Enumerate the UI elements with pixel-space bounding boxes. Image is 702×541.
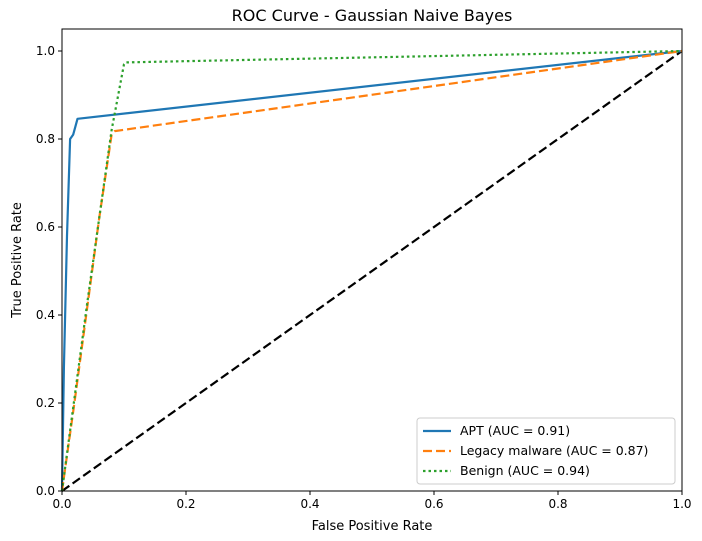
y-axis-label: True Positive Rate	[10, 202, 25, 319]
y-tick-label: 0.0	[36, 484, 55, 498]
y-tick-label: 0.2	[36, 396, 55, 410]
x-tick-label: 0.4	[300, 497, 319, 511]
axis-ticks: 0.0 0.2 0.4 0.6 0.8 1.0 0.0 0.2 0.4 0.6 0.8 1.0	[36, 44, 692, 511]
x-tick-label: 0.8	[548, 497, 567, 511]
y-tick-label: 0.6	[36, 220, 55, 234]
x-tick-label: 0.2	[176, 497, 195, 511]
x-tick-label: 0.6	[424, 497, 443, 511]
plot-frame	[61, 28, 683, 492]
chance-diagonal-line	[61, 50, 683, 492]
y-tick-label: 0.4	[36, 308, 55, 322]
chart-title: ROC Curve - Gaussian Naive Bayes	[232, 6, 513, 25]
legend: APT (AUC = 0.91) Legacy malware (AUC = 0.…	[416, 417, 676, 485]
y-tick-label: 1.0	[36, 44, 55, 58]
legend-label: APT (AUC = 0.91)	[460, 423, 570, 438]
y-tick-label: 0.8	[36, 132, 55, 146]
legend-label: Benign (AUC = 0.94)	[460, 463, 590, 478]
legend-label: Legacy malware (AUC = 0.87)	[460, 443, 648, 458]
series-line-apt	[60, 49, 683, 492]
legend-box	[416, 417, 676, 485]
series-line-benign	[60, 49, 683, 492]
x-axis-label: False Positive Rate	[312, 519, 433, 534]
series-lines	[60, 49, 683, 492]
x-tick-label: 1.0	[672, 497, 691, 511]
x-tick-label: 0.0	[52, 497, 71, 511]
